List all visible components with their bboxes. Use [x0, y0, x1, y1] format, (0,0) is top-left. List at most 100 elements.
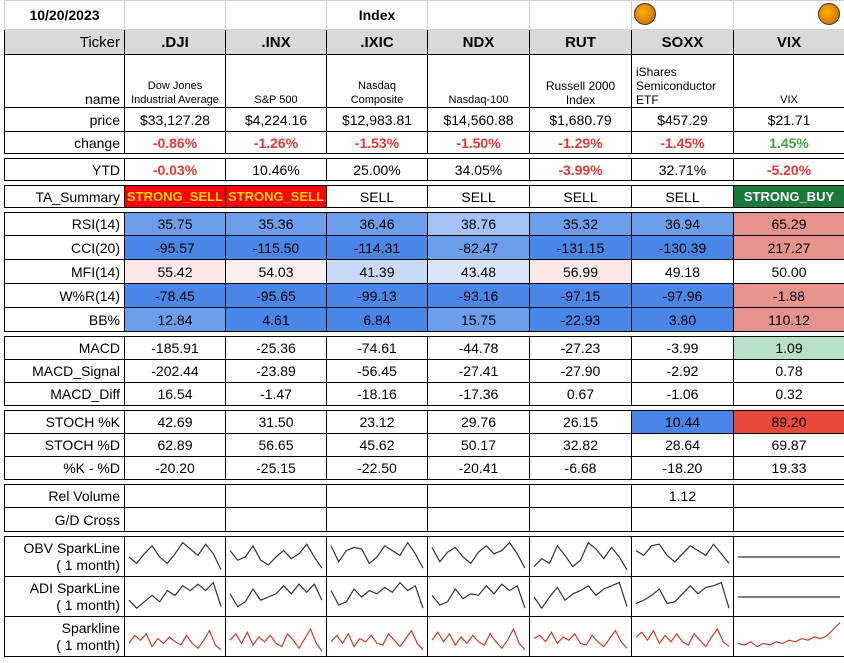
name-cell[interactable]: Russell 2000 Index [529, 54, 632, 108]
ytd-cell[interactable]: 10.46% [225, 158, 327, 181]
k-minus-d-cell[interactable]: -20.41 [427, 456, 530, 480]
stoch-d-cell[interactable]: 69.87 [733, 433, 844, 457]
ticker-cell[interactable]: .DJI [124, 29, 226, 55]
cci-cell[interactable]: -131.15 [529, 235, 632, 260]
bb-cell[interactable]: -22.93 [529, 307, 632, 332]
wr-cell[interactable]: -95.65 [225, 283, 327, 308]
price-cell[interactable]: $12,983.81 [326, 107, 428, 132]
ytd-cell[interactable]: 34.05% [427, 158, 530, 181]
macd-diff-cell[interactable]: 16.54 [124, 382, 226, 406]
rsi-cell[interactable]: 38.76 [427, 212, 530, 236]
stoch-k-cell[interactable]: 31.50 [225, 410, 327, 434]
bb-cell[interactable]: 6.84 [326, 307, 428, 332]
macd-diff-cell[interactable]: 0.67 [529, 382, 632, 406]
price-cell[interactable]: $21.71 [733, 107, 844, 132]
bb-cell[interactable]: 110.12 [733, 307, 844, 332]
cci-cell[interactable]: -95.57 [124, 235, 226, 260]
stoch-k-cell[interactable]: 26.15 [529, 410, 632, 434]
ta-summary-cell[interactable]: SELL [427, 185, 530, 208]
gd-cross-cell[interactable] [427, 507, 530, 532]
price-cell[interactable]: $1,680.79 [529, 107, 632, 132]
stoch-d-cell[interactable]: 28.64 [631, 433, 734, 457]
change-cell[interactable]: -1.53% [326, 131, 428, 154]
ytd-cell[interactable]: -5.20% [733, 158, 844, 181]
macd-diff-cell[interactable]: -1.47 [225, 382, 327, 406]
macd-diff-cell[interactable]: -17.36 [427, 382, 530, 406]
change-cell[interactable]: -0.86% [124, 131, 226, 154]
price-cell[interactable]: $457.29 [631, 107, 734, 132]
mfi-cell[interactable]: 54.03 [225, 259, 327, 284]
stoch-k-cell[interactable]: 29.76 [427, 410, 530, 434]
bb-cell[interactable]: 12.84 [124, 307, 226, 332]
ta-summary-cell[interactable]: SELL [631, 185, 734, 208]
mfi-cell[interactable]: 49.18 [631, 259, 734, 284]
ytd-cell[interactable]: -3.99% [529, 158, 632, 181]
bb-cell[interactable]: 3.80 [631, 307, 734, 332]
k-minus-d-cell[interactable]: -18.20 [631, 456, 734, 480]
wr-cell[interactable]: -97.15 [529, 283, 632, 308]
macd-cell[interactable]: -74.61 [326, 336, 428, 360]
gd-cross-cell[interactable] [225, 507, 327, 532]
macd-signal-cell[interactable]: 0.78 [733, 359, 844, 383]
rel-volume-cell[interactable] [225, 484, 327, 508]
ta-summary-cell[interactable]: SELL [529, 185, 632, 208]
change-cell[interactable]: 1.45% [733, 131, 844, 154]
macd-cell[interactable]: -44.78 [427, 336, 530, 360]
ticker-cell[interactable]: .INX [225, 29, 327, 55]
gd-cross-cell[interactable] [733, 507, 844, 532]
macd-signal-cell[interactable]: -56.45 [326, 359, 428, 383]
ytd-cell[interactable]: 32.71% [631, 158, 734, 181]
change-cell[interactable]: -1.26% [225, 131, 327, 154]
rsi-cell[interactable]: 35.32 [529, 212, 632, 236]
ta-summary-cell[interactable]: STRONG_SELL [225, 185, 327, 208]
name-cell[interactable]: iShares Semiconductor ETF [631, 54, 734, 108]
rel-volume-cell[interactable] [733, 484, 844, 508]
stoch-d-cell[interactable]: 62.89 [124, 433, 226, 457]
macd-cell[interactable]: -185.91 [124, 336, 226, 360]
ticker-cell[interactable]: NDX [427, 29, 530, 55]
ta-summary-cell[interactable]: STRONG_BUY [733, 185, 844, 208]
wr-cell[interactable]: -97.96 [631, 283, 734, 308]
macd-signal-cell[interactable]: -202.44 [124, 359, 226, 383]
price-cell[interactable]: $4,224.16 [225, 107, 327, 132]
name-cell[interactable]: Nasdaq-100 [427, 54, 530, 108]
mfi-cell[interactable]: 56.99 [529, 259, 632, 284]
rel-volume-cell[interactable] [427, 484, 530, 508]
k-minus-d-cell[interactable]: -22.50 [326, 456, 428, 480]
rsi-cell[interactable]: 65.29 [733, 212, 844, 236]
mfi-cell[interactable]: 41.39 [326, 259, 428, 284]
macd-cell[interactable]: -25.36 [225, 336, 327, 360]
stoch-k-cell[interactable]: 89.20 [733, 410, 844, 434]
wr-cell[interactable]: -99.13 [326, 283, 428, 308]
cci-cell[interactable]: -115.50 [225, 235, 327, 260]
stoch-d-cell[interactable]: 56.65 [225, 433, 327, 457]
price-cell[interactable]: $33,127.28 [124, 107, 226, 132]
gd-cross-cell[interactable] [529, 507, 632, 532]
ticker-cell[interactable]: RUT [529, 29, 632, 55]
k-minus-d-cell[interactable]: -25.15 [225, 456, 327, 480]
rsi-cell[interactable]: 35.75 [124, 212, 226, 236]
mfi-cell[interactable]: 50.00 [733, 259, 844, 284]
stoch-d-cell[interactable]: 32.82 [529, 433, 632, 457]
name-cell[interactable]: Dow Jones Industrial Average [124, 54, 226, 108]
stoch-k-cell[interactable]: 23.12 [326, 410, 428, 434]
ta-summary-cell[interactable]: STRONG_SELL [124, 185, 226, 208]
cci-cell[interactable]: 217.27 [733, 235, 844, 260]
wr-cell[interactable]: -93.16 [427, 283, 530, 308]
k-minus-d-cell[interactable]: -20.20 [124, 456, 226, 480]
macd-cell[interactable]: -27.23 [529, 336, 632, 360]
rel-volume-cell[interactable]: 1.12 [631, 484, 734, 508]
rel-volume-cell[interactable] [529, 484, 632, 508]
mfi-cell[interactable]: 43.48 [427, 259, 530, 284]
cci-cell[interactable]: -114.31 [326, 235, 428, 260]
ytd-cell[interactable]: 25.00% [326, 158, 428, 181]
stoch-d-cell[interactable]: 50.17 [427, 433, 530, 457]
change-cell[interactable]: -1.45% [631, 131, 734, 154]
bb-cell[interactable]: 15.75 [427, 307, 530, 332]
gd-cross-cell[interactable] [124, 507, 226, 532]
wr-cell[interactable]: -1.88 [733, 283, 844, 308]
k-minus-d-cell[interactable]: -6.68 [529, 456, 632, 480]
stoch-k-cell[interactable]: 42.69 [124, 410, 226, 434]
gd-cross-cell[interactable] [326, 507, 428, 532]
wr-cell[interactable]: -78.45 [124, 283, 226, 308]
